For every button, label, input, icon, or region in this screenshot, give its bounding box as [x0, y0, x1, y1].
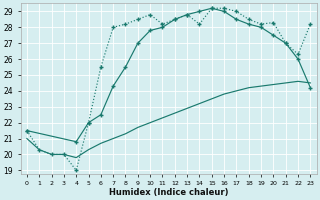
X-axis label: Humidex (Indice chaleur): Humidex (Indice chaleur) [109, 188, 228, 197]
